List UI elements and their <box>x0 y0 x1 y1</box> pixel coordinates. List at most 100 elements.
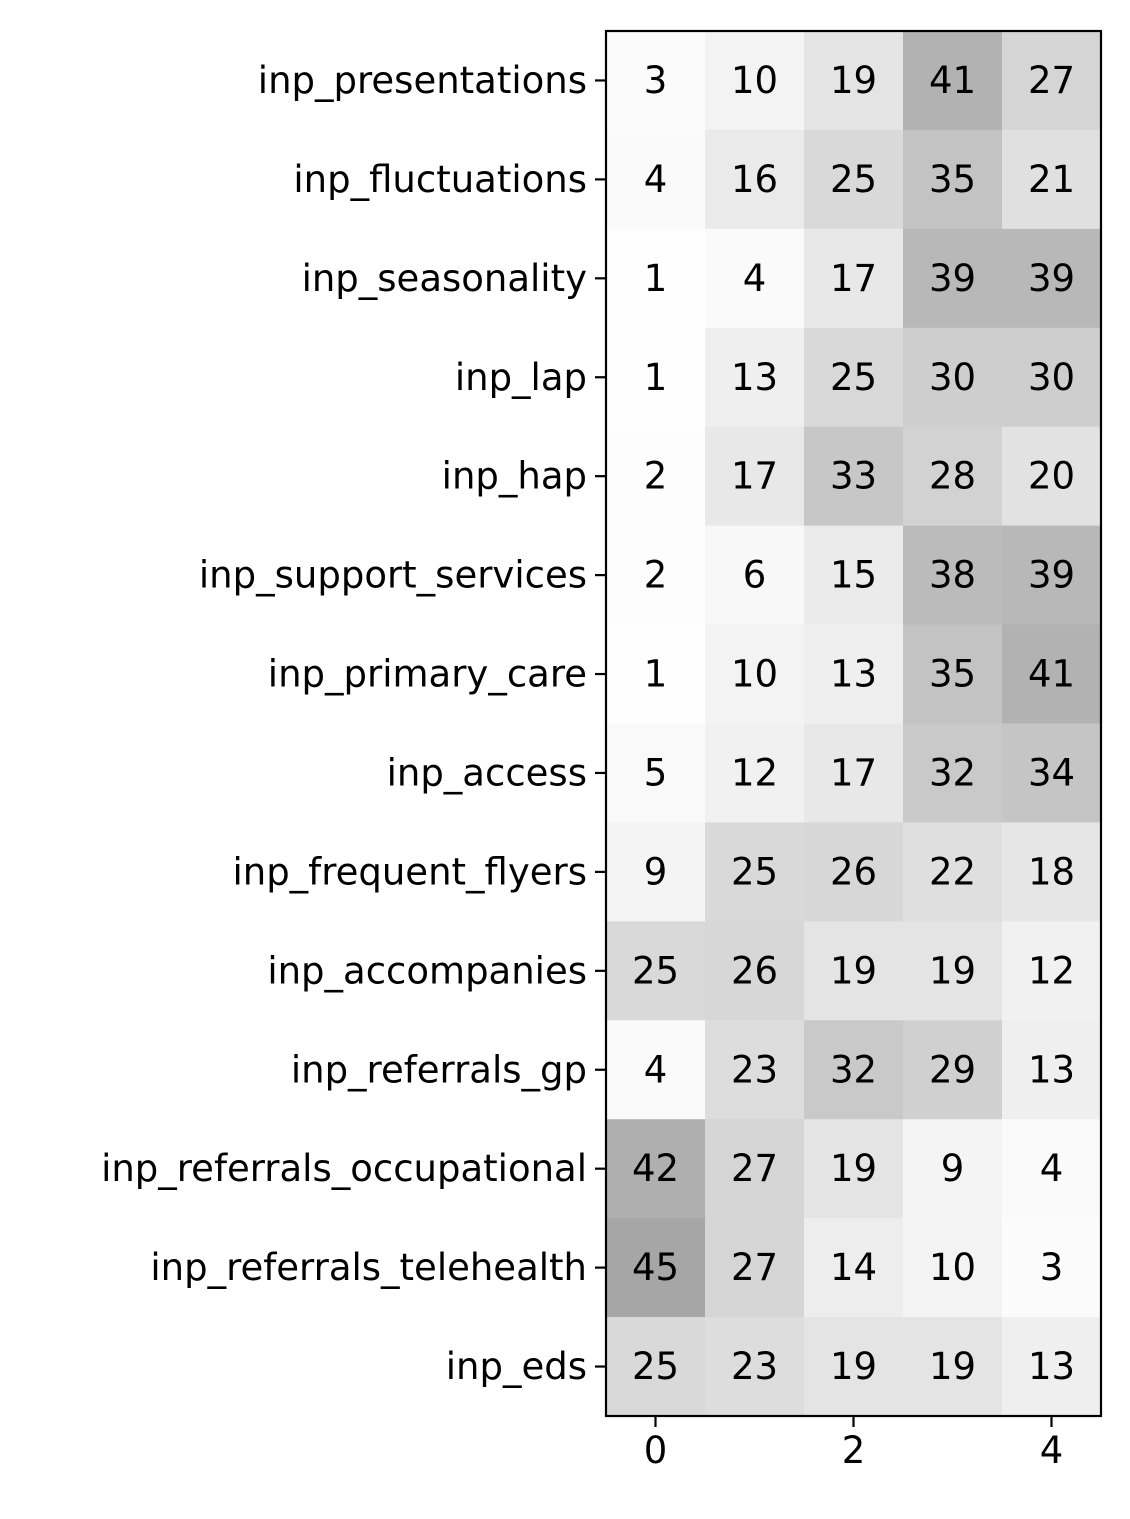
heatmap-cell <box>705 822 805 922</box>
heatmap-cell <box>804 1020 904 1120</box>
cell-value-label: 1 <box>644 653 668 696</box>
heatmap-cell <box>705 723 805 823</box>
cell-value-label: 21 <box>1028 158 1075 201</box>
heatmap-cell <box>606 624 706 724</box>
cell-value-label: 19 <box>929 949 976 992</box>
heatmap-cell <box>1002 525 1102 626</box>
heatmap-cell <box>705 921 805 1021</box>
y-tick-label: inp_referrals_occupational <box>101 1147 587 1190</box>
cell-value-label: 25 <box>632 1345 679 1388</box>
heatmap-cell <box>1002 426 1102 527</box>
cell-value-label: 14 <box>830 1246 877 1289</box>
cell-value-label: 23 <box>731 1048 778 1091</box>
heatmap-cell <box>1002 327 1102 428</box>
heatmap-cell <box>705 1218 805 1318</box>
heatmap-cell <box>606 1119 706 1219</box>
cell-value-label: 33 <box>830 455 877 498</box>
cell-value-label: 19 <box>830 949 877 992</box>
cell-value-label: 25 <box>830 158 877 201</box>
cell-value-label: 15 <box>830 554 877 597</box>
cell-value-label: 45 <box>632 1246 679 1289</box>
heatmap-cell <box>903 525 1003 626</box>
y-tick-label: inp_referrals_telehealth <box>150 1246 587 1289</box>
heatmap-cell <box>606 723 706 823</box>
cell-value-label: 32 <box>929 751 976 794</box>
cell-value-label: 9 <box>941 1147 965 1190</box>
heatmap-cell <box>903 822 1003 922</box>
cell-value-label: 1 <box>644 356 668 399</box>
heatmap-cell <box>903 723 1003 823</box>
heatmap-cell <box>1002 129 1102 230</box>
heatmap-cell <box>1002 624 1102 724</box>
heatmap-cell <box>804 723 904 823</box>
cell-value-label: 35 <box>929 158 976 201</box>
cell-value-label: 4 <box>644 1048 668 1091</box>
x-tick-label: 2 <box>842 1429 866 1472</box>
y-tick-label: inp_access <box>387 751 587 794</box>
heatmap-cell-labels: 3 10 19 41 274 16 25 35 211 4 17 39 391 13 25 30 302 17 33… <box>632 59 1075 1388</box>
cell-value-label: 4 <box>644 158 668 201</box>
heatmap-cell <box>606 129 706 230</box>
heatmap-cell <box>705 525 805 626</box>
cell-value-label: 4 <box>1040 1147 1064 1190</box>
y-tick-label: inp_fluctuations <box>293 158 587 201</box>
cell-value-label: 27 <box>731 1147 778 1190</box>
y-tick-label: inp_referrals_gp <box>291 1048 587 1091</box>
y-tick-label: inp_support_services <box>199 554 587 597</box>
heatmap-cell <box>804 1218 904 1318</box>
cell-value-label: 38 <box>929 554 976 597</box>
cell-value-label: 20 <box>1028 455 1075 498</box>
cell-value-label: 19 <box>929 1345 976 1388</box>
cell-value-label: 17 <box>830 257 877 300</box>
cell-value-label: 10 <box>731 653 778 696</box>
cell-value-label: 35 <box>929 653 976 696</box>
heatmap-cell <box>606 525 706 626</box>
heatmap-cell <box>606 426 706 527</box>
heatmap-cell <box>903 228 1003 329</box>
heatmap-cell <box>705 31 805 131</box>
y-tick-label: inp_eds <box>446 1345 587 1388</box>
cell-value-label: 18 <box>1028 850 1075 893</box>
heatmap-cell <box>804 525 904 626</box>
cell-value-label: 25 <box>830 356 877 399</box>
heatmap-cell <box>705 426 805 527</box>
heatmap-cell <box>705 1317 805 1417</box>
cell-value-label: 27 <box>1028 59 1075 102</box>
heatmap-cell <box>1002 1317 1102 1417</box>
cell-value-label: 32 <box>830 1048 877 1091</box>
cell-value-label: 17 <box>731 455 778 498</box>
cell-value-label: 13 <box>1028 1345 1075 1388</box>
heatmap-cell <box>606 822 706 922</box>
cell-value-label: 28 <box>929 455 976 498</box>
cell-value-label: 42 <box>632 1147 679 1190</box>
heatmap-cell <box>903 1020 1003 1120</box>
cell-value-label: 41 <box>929 59 976 102</box>
cell-value-label: 13 <box>1028 1048 1075 1091</box>
heatmap-cell <box>804 1317 904 1417</box>
heatmap-cell <box>606 921 706 1021</box>
heatmap-cell <box>606 327 706 428</box>
cell-value-label: 27 <box>731 1246 778 1289</box>
cell-value-label: 9 <box>644 850 668 893</box>
cell-value-label: 5 <box>644 751 668 794</box>
heatmap-cell <box>903 1317 1003 1417</box>
cell-value-label: 3 <box>1040 1246 1064 1289</box>
heatmap-cell <box>705 1119 805 1219</box>
heatmap-cell <box>705 1020 805 1120</box>
cell-value-label: 26 <box>731 949 778 992</box>
heatmap-cell <box>804 822 904 922</box>
heatmap-cell <box>804 31 904 131</box>
x-tick-label: 4 <box>1040 1429 1064 1472</box>
cell-value-label: 19 <box>830 1345 877 1388</box>
cell-value-label: 39 <box>929 257 976 300</box>
heatmap-cell <box>804 921 904 1021</box>
cell-value-label: 39 <box>1028 257 1075 300</box>
cell-value-label: 3 <box>644 59 668 102</box>
heatmap-cell <box>1002 31 1102 131</box>
y-tick-label: inp_accompanies <box>267 949 587 992</box>
heatmap-cell <box>1002 921 1102 1021</box>
x-axis: 0 2 4 <box>644 1416 1064 1472</box>
cell-value-label: 41 <box>1028 653 1075 696</box>
cell-value-label: 2 <box>644 554 668 597</box>
heatmap-cell <box>705 624 805 724</box>
